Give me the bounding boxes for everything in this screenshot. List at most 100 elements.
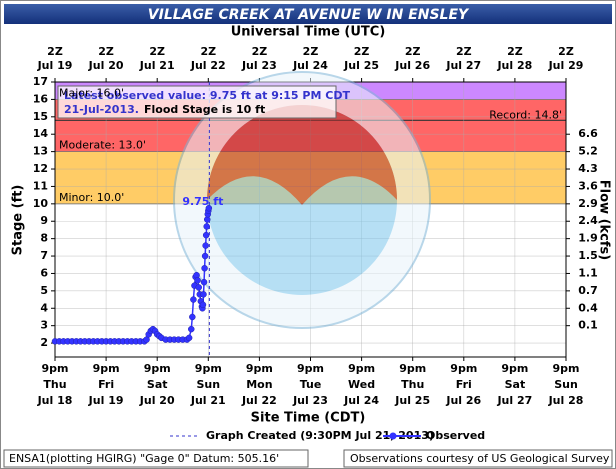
data-point [193,271,200,279]
y-axis-title: Stage (ft) [11,185,26,256]
x-top-tick-label: 2Z [405,45,421,58]
x-tick-label: 9pm [93,362,120,375]
y-tick-label: 3 [40,319,48,332]
y2-tick-label: 5.2 [578,145,598,158]
x-top-tick-label: 2Z [149,45,165,58]
x-tick-label: Jul 27 [496,394,532,407]
x-tick-label: Sat [505,378,526,391]
x-top-tick-label: Jul 21 [139,59,175,72]
x-tick-label: 9pm [501,362,528,375]
title-bar [4,4,612,24]
y-tick-label: 7 [40,249,48,262]
data-point [194,277,201,284]
y-tick-label: 15 [33,110,48,123]
footer-right: Observations courtesy of US Geological S… [350,452,610,465]
data-point [202,231,210,239]
data-point [200,291,207,298]
x-tick-label: Fri [456,378,472,391]
noaa-watermark [173,71,431,329]
x-top-tick-label: 2Z [252,45,268,58]
y2-tick-label: 2.9 [578,197,598,210]
x-tick-label: Jul 26 [445,394,481,407]
x-tick-label: Jul 28 [548,394,584,407]
x-tick-label: 9pm [553,362,580,375]
y2-tick-label: 4.3 [578,162,598,175]
x-top-tick-label: Jul 25 [343,59,379,72]
legend-observed-dot [389,432,397,440]
x-tick-label: Jul 21 [190,394,226,407]
y-tick-label: 4 [40,301,48,314]
data-point [190,296,197,303]
x-tick-label: Tue [300,378,322,391]
x-tick-label: Jul 18 [37,394,73,407]
x-tick-label: Wed [348,378,375,391]
data-point [189,313,196,321]
x-axis-title: Site Time (CDT) [251,411,366,426]
legend-created: Graph Created (9:30PM Jul 21, 2013) [206,429,434,442]
y-tick-label: 10 [33,197,49,210]
last-value-label: 9.75 ft [182,195,223,208]
x-top-tick-label: Jul 19 [37,59,73,72]
y2-tick-label: 0.4 [578,301,598,314]
data-point [188,325,195,333]
x-top-tick-label: 2Z [303,45,319,58]
footer-left-box [3,449,309,468]
y-tick-label: 12 [33,162,48,175]
x-tick-label: 9pm [246,362,273,375]
x-tick-label: Jul 19 [88,394,124,407]
flood-label: Minor: 10.0' [59,191,124,204]
x-tick-label: Sun [197,378,221,391]
data-point [201,264,208,272]
data-point [185,334,193,342]
data-point [205,204,213,212]
latest-observed: Latest observed value: 9.75 ft at 9:15 P… [64,89,350,102]
data-point [203,223,210,230]
x-tick-label: 9pm [348,362,375,375]
y2-tick-label: 6.6 [578,127,598,140]
data-point [195,284,202,291]
x-tick-label: 9pm [144,362,171,375]
x-top-tick-label: 2Z [456,45,472,58]
x-tick-label: Mon [246,378,272,391]
x-top-tick-label: Jul 24 [292,59,328,72]
x-top-tick-label: Jul 23 [241,59,277,72]
x-top-tick-label: 2Z [47,45,63,58]
x-tick-label: Jul 25 [394,394,430,407]
y2-tick-label: 0.7 [578,284,598,297]
x-top-tick-label: 2Z [354,45,370,58]
y-tick-label: 9 [40,214,48,227]
x-tick-label: Jul 20 [139,394,175,407]
x-tick-label: Thu [43,378,66,391]
logo-top [207,105,397,205]
data-point [199,301,207,309]
x-top-tick-label: Jul 20 [88,59,124,72]
flood-label: Major: 16.0' [59,86,124,99]
y2-tick-label: 1.5 [578,249,598,262]
x-tick-label: 9pm [42,362,69,375]
y2-tick-label: 1.1 [578,266,598,279]
footer-left: ENSA1(plotting HGIRG) "Gage 0" Datum: 50… [9,452,279,465]
x-top-tick-label: Jul 27 [445,59,481,72]
x-tick-label: 9pm [297,362,324,375]
info-box [57,85,337,119]
x-top-tick-label: Jul 22 [190,59,226,72]
x-top-tick-label: 2Z [558,45,574,58]
x-tick-label: Jul 24 [343,394,379,407]
x-tick-label: Sat [147,378,168,391]
x-tick-label: Jul 23 [292,394,328,407]
x-tick-label: Thu [401,378,424,391]
flood-label: Moderate: 13.0' [59,139,146,152]
x-tick-label: 9pm [450,362,477,375]
record-label: Record: 14.8' [489,108,562,121]
x-top-tick-label: Jul 28 [496,59,532,72]
x-tick-label: Jul 22 [241,394,277,407]
y2-tick-label: 2.4 [578,214,598,227]
x-tick-label: Sun [554,378,578,391]
latest-date: 21-Jul-2013. [64,103,139,116]
y2-tick-label: 3.6 [578,179,598,192]
y-tick-label: 17 [33,75,48,88]
data-point [201,252,209,260]
footer-right-box [343,449,613,468]
y2-axis-title: Flow (kcfs) [597,180,612,260]
